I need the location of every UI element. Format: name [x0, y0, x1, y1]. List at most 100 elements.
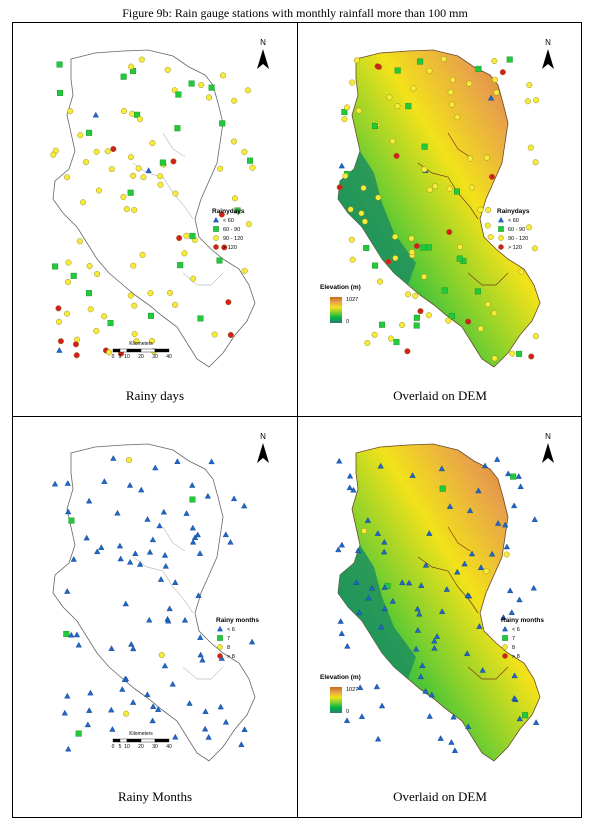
station-triangle-marker: [150, 703, 157, 709]
north-arrow-icon: N: [257, 432, 269, 463]
station-square-marker: [393, 339, 400, 346]
rainydays-legend: Rainydays < 60 60 - 90 90 - 120 > 120: [212, 208, 245, 251]
station-triangle-marker: [374, 530, 382, 536]
station-triangle-marker: [358, 713, 366, 719]
station-markers: [50, 56, 256, 359]
map-rainy-days: N Rainydays < 60 60 - 90 90 - 120 > 120 Kilo…: [50, 38, 269, 368]
station-circle-marker: [130, 262, 137, 269]
station-circle-marker: [491, 57, 498, 64]
station-triangle-marker: [510, 502, 518, 509]
station-square-marker: [502, 635, 508, 641]
station-circle-marker: [135, 165, 142, 172]
station-triangle-marker: [381, 584, 388, 590]
station-triangle-marker: [165, 617, 172, 624]
station-circle-marker: [125, 457, 132, 464]
station-triangle-marker: [122, 600, 129, 607]
station-circle-marker: [130, 172, 137, 179]
station-circle-marker: [498, 235, 504, 241]
station-circle-marker: [408, 235, 415, 242]
station-square-marker: [421, 143, 428, 150]
station-square-marker: [86, 129, 93, 136]
station-triangle-marker: [169, 680, 176, 687]
station-triangle-marker: [477, 564, 485, 570]
scale-tick-label: 10: [124, 354, 130, 360]
station-triangle-marker: [87, 689, 94, 696]
station-triangle-marker: [109, 726, 116, 732]
station-square-marker: [63, 631, 70, 638]
station-square-marker: [456, 255, 463, 262]
station-circle-marker: [181, 250, 188, 257]
station-markers: [51, 455, 256, 752]
scale-bar-segment: [140, 348, 156, 353]
station-square-marker: [56, 61, 63, 68]
station-circle-marker: [123, 206, 130, 213]
station-triangle-marker: [405, 579, 413, 586]
station-circle-marker: [349, 79, 356, 86]
station-circle-marker: [412, 292, 419, 299]
station-triangle-marker: [130, 645, 137, 652]
station-triangle-marker: [56, 347, 63, 353]
station-circle-marker: [101, 313, 108, 320]
station-circle-marker: [65, 259, 72, 266]
station-square-marker: [516, 350, 523, 357]
station-circle-marker: [491, 355, 498, 362]
station-circle-marker: [531, 245, 538, 252]
legend-item-label: > 8: [227, 654, 235, 660]
station-circle-marker: [128, 63, 135, 70]
station-triangle-marker: [166, 605, 173, 612]
station-triangle-marker: [197, 651, 204, 658]
station-triangle-marker: [161, 552, 169, 558]
station-square-marker: [454, 188, 461, 195]
scale-tick-label: 20: [138, 744, 144, 750]
station-triangle-marker: [431, 637, 438, 644]
station-triangle-marker: [502, 625, 508, 632]
station-circle-marker: [213, 244, 219, 250]
station-triangle-marker: [217, 625, 223, 632]
station-triangle-marker: [433, 633, 441, 639]
station-square-marker: [405, 103, 412, 110]
station-circle-marker: [404, 348, 411, 355]
station-triangle-marker: [454, 568, 461, 575]
station-triangle-marker: [532, 719, 540, 725]
station-square-marker: [213, 226, 219, 232]
station-circle-marker: [57, 338, 64, 345]
station-triangle-marker: [146, 616, 153, 623]
station-circle-marker: [80, 199, 87, 206]
station-square-marker: [413, 322, 420, 329]
station-square-marker: [197, 315, 204, 322]
elevation-color-ramp: [330, 297, 342, 323]
station-triangle-marker: [241, 726, 248, 732]
scale-unit-label: Kilometers: [129, 731, 153, 737]
station-square-marker: [413, 314, 420, 321]
district-boundary: [417, 526, 509, 680]
scale-tick-label: 5: [119, 354, 122, 360]
legend-item-label: 90 - 120: [223, 236, 243, 242]
north-arrow-head: [542, 443, 554, 463]
map-rainy-months-dem: N Rainy months < 6 7 8 > 8 Elevation (m) 1027…: [320, 432, 554, 762]
scale-bar-segment: [126, 348, 142, 353]
station-square-marker: [234, 207, 241, 214]
study-area-outline: [52, 49, 256, 368]
station-circle-marker: [87, 306, 94, 313]
station-circle-marker: [176, 235, 183, 242]
station-triangle-marker: [368, 584, 376, 591]
station-triangle-marker: [98, 544, 105, 550]
station-circle-marker: [147, 290, 154, 297]
north-arrow-icon: N: [542, 38, 554, 69]
study-area-outline: [52, 443, 256, 762]
station-circle-marker: [231, 195, 238, 202]
station-triangle-marker: [64, 692, 71, 699]
station-square-marker: [425, 244, 432, 251]
station-triangle-marker: [500, 614, 507, 620]
station-circle-marker: [532, 159, 539, 166]
station-triangle-marker: [83, 534, 90, 541]
station-triangle-marker: [191, 534, 199, 540]
station-triangle-marker: [213, 216, 219, 223]
station-circle-marker: [217, 644, 223, 650]
station-triangle-marker: [416, 610, 423, 617]
station-triangle-marker: [346, 484, 353, 491]
station-circle-marker: [64, 174, 71, 181]
station-square-marker: [68, 517, 75, 524]
station-triangle-marker: [437, 735, 444, 741]
scale-tick-label: 30: [152, 744, 158, 750]
